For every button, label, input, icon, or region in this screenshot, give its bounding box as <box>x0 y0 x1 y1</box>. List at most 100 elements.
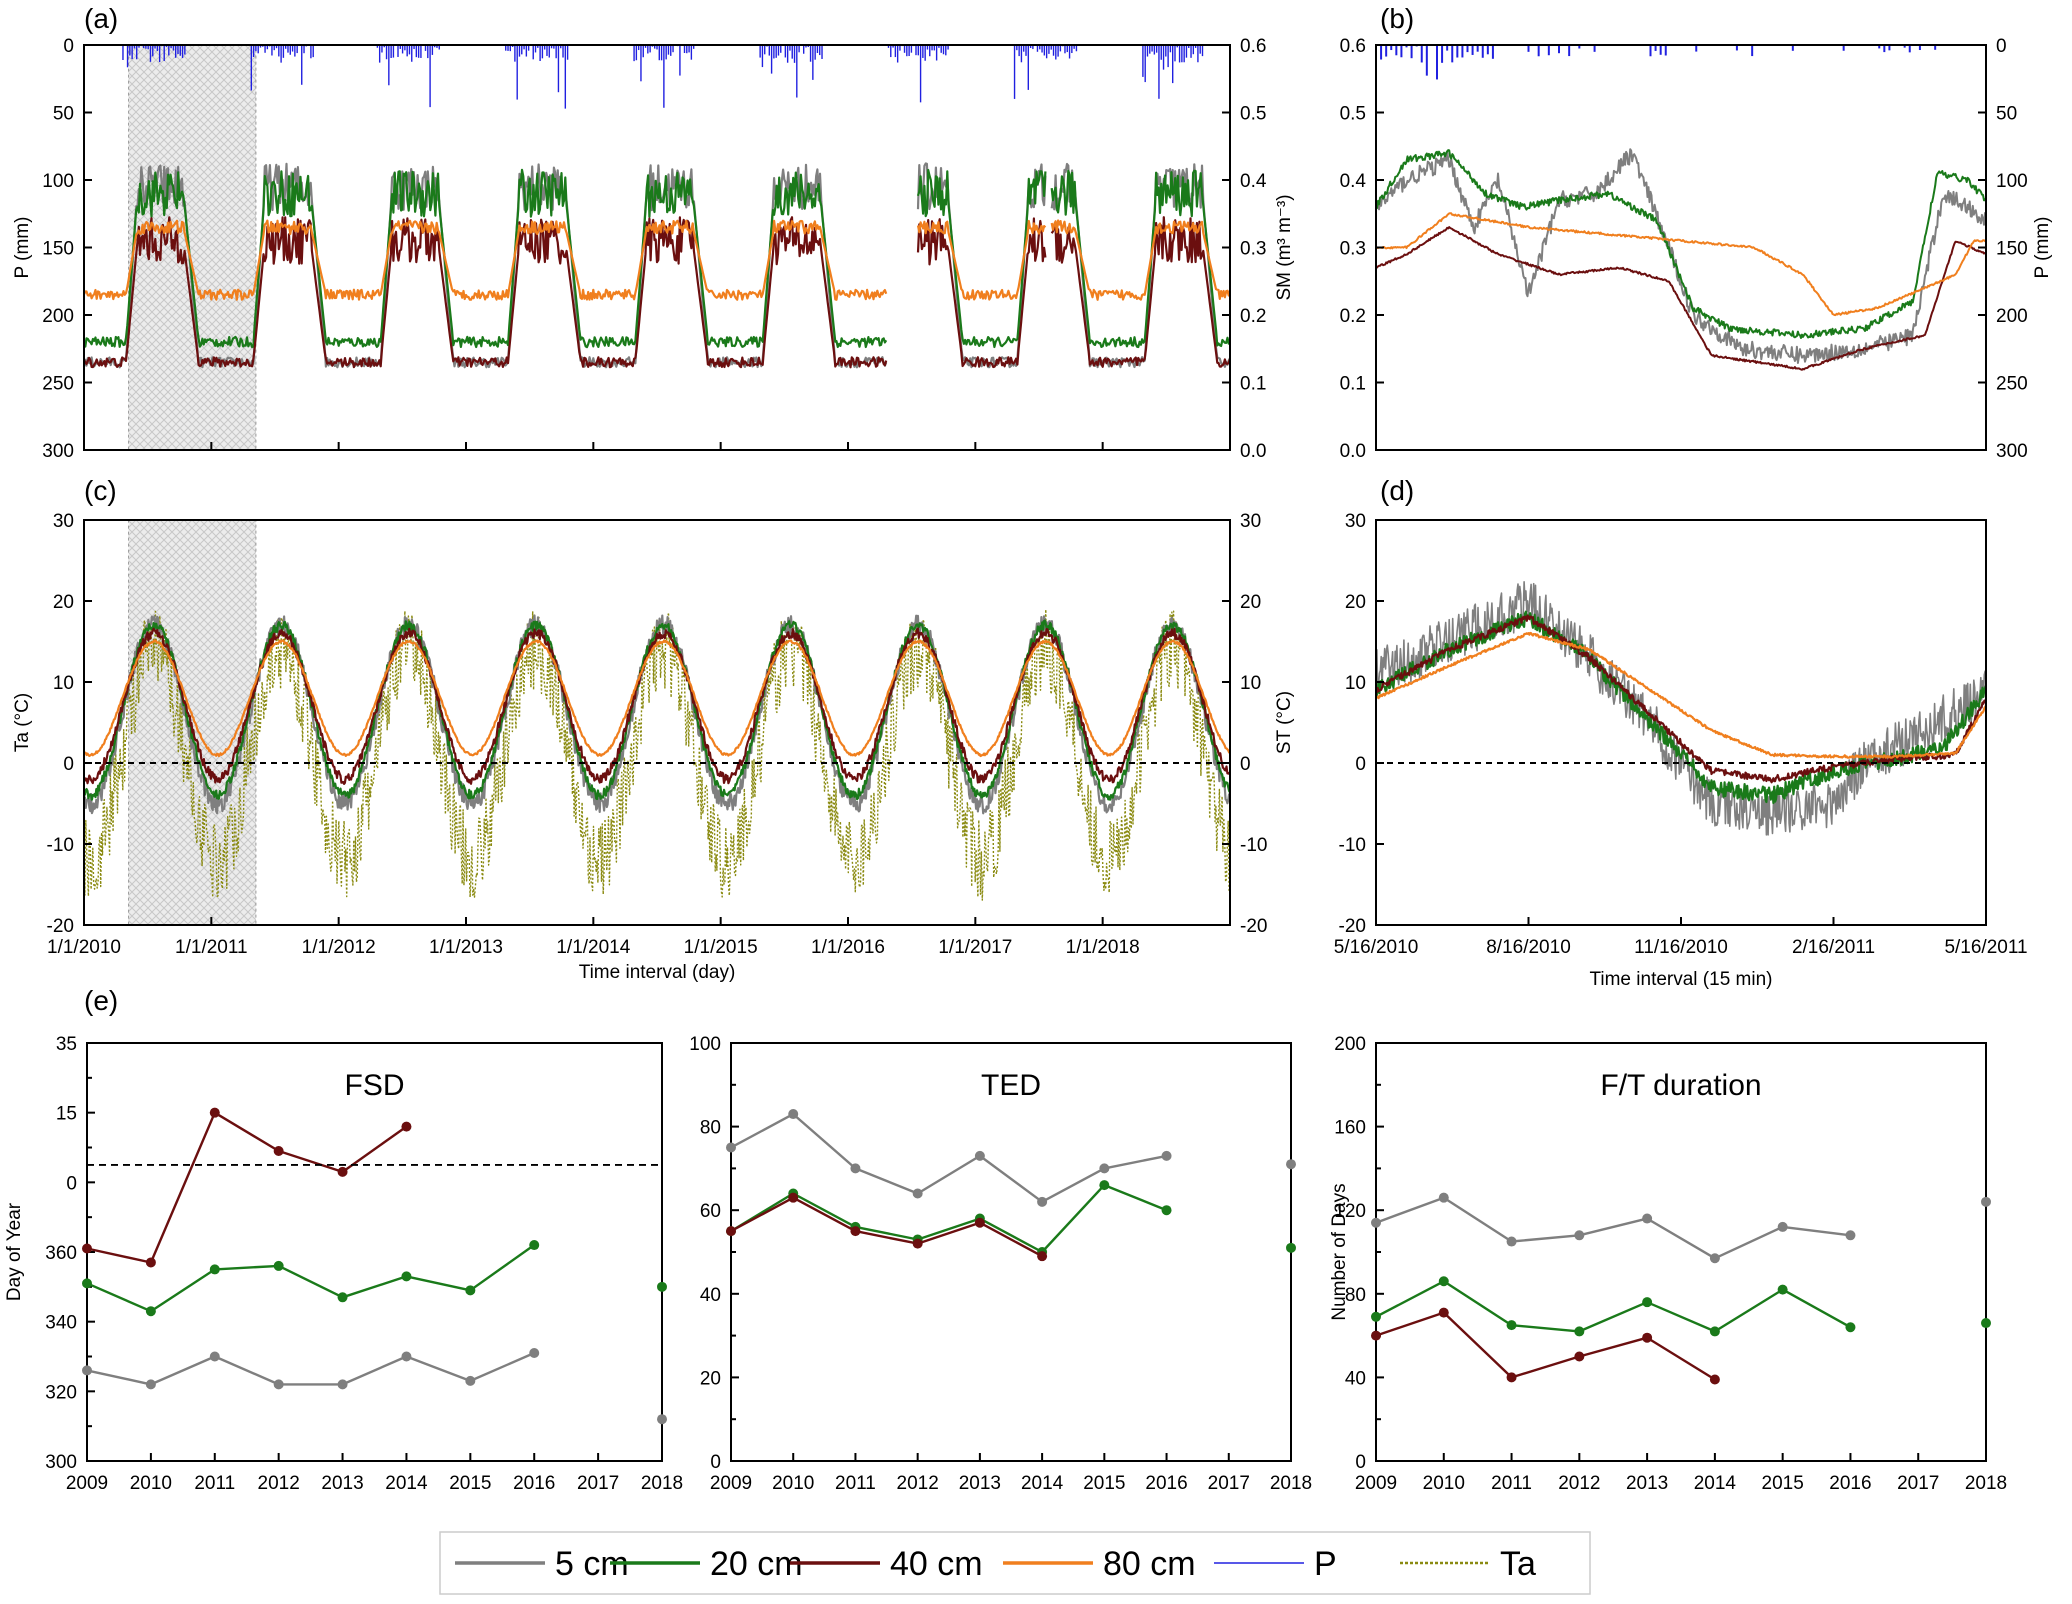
panel-d-yleft-tick-label: 20 <box>1345 592 1366 613</box>
panel-a-yright-tick-label: 0.3 <box>1240 239 1266 260</box>
panel-e3-xtick-label: 2011 <box>1491 1473 1532 1494</box>
panel-d-xtick-label: 5/16/2011 <box>1944 937 2027 958</box>
panel-e3-title: F/T duration <box>1600 1069 1761 1102</box>
panel-e1-xtick-label: 2017 <box>577 1473 619 1494</box>
panel-d-yleft-tick-label: -20 <box>1339 916 1366 937</box>
panel-c-yleft-tick-label: -20 <box>47 916 74 937</box>
panel-e3-ytick-label: 200 <box>1334 1034 1366 1055</box>
panel-a-yleft-tick-label: 50 <box>53 104 74 125</box>
panel-e1-xtick-label: 2015 <box>449 1473 491 1494</box>
panel-e2-xtick-label: 2010 <box>772 1473 814 1494</box>
sm-series-d80 <box>916 219 1047 301</box>
panel-e2-xtick-label: 2013 <box>959 1473 1001 1494</box>
panel-e1-ytick-label: 360 <box>45 1243 77 1264</box>
panel-b-ylabel-right: P (mm) <box>2032 217 2053 279</box>
panel-b-yright-tick-label: 50 <box>1996 104 2017 125</box>
panel-c-yright-tick-label: 30 <box>1240 511 1261 532</box>
panel-c-xtick-label: 1/1/2018 <box>1066 937 1140 958</box>
panel-c-yright-tick-label: 10 <box>1240 673 1261 694</box>
panel-e3-point-d5 <box>1371 1217 1381 1228</box>
panel-c-yright-tick-label: 0 <box>1240 754 1251 775</box>
panel-b-yleft-tick-label: 0.3 <box>1340 239 1366 260</box>
panel-b-yleft-tick-label: 0.1 <box>1340 374 1366 395</box>
panel-d-xtick-label: 8/16/2010 <box>1486 937 1571 958</box>
panel-c-ylabel-left: Ta (°C) <box>12 693 33 752</box>
panel-label-d: (d) <box>1380 475 1414 506</box>
panel-a-yright-tick-label: 0.2 <box>1240 306 1266 327</box>
panel-b-yright-tick-label: 200 <box>1996 306 2028 327</box>
panel-b-yleft-tick-label: 0.2 <box>1340 306 1366 327</box>
panel-e2-ytick-label: 20 <box>700 1368 721 1389</box>
temp-series-Ta <box>83 608 1231 901</box>
sm-series-d40 <box>83 216 888 369</box>
sm-series-d40 <box>1050 216 1232 368</box>
panel-e1-ytick-label: 300 <box>45 1452 77 1473</box>
panel-e2-line-d5 <box>730 1112 1167 1204</box>
temp-series-d80 <box>82 639 1231 758</box>
panel-e3-xtick-label: 2015 <box>1762 1473 1804 1494</box>
panel-c-ylabel-right: ST (°C) <box>1274 691 1295 754</box>
panel-e2-frame <box>730 1042 1292 1462</box>
panel-e2-title: TED <box>981 1069 1041 1102</box>
panel-d-xtick-label: 11/16/2010 <box>1634 937 1728 958</box>
panel-b-yright-tick-label: 250 <box>1996 374 2028 395</box>
panel-e1-ytick-label: 340 <box>45 1313 77 1334</box>
panel-d-yleft-tick-label: 0 <box>1355 754 1366 775</box>
panel-e3-xtick-label: 2013 <box>1626 1473 1668 1494</box>
panel-e1-ytick-label: 35 <box>56 1034 77 1055</box>
sm-series-d40 <box>916 217 1047 369</box>
panel-c-xtick-label: 1/1/2013 <box>429 937 503 958</box>
panel-e1-ylabel: Day of Year <box>4 1202 25 1301</box>
panel-e3-ytick-label: 40 <box>1345 1368 1366 1389</box>
panel-a-yleft-tick-label: 100 <box>42 171 74 192</box>
temp-series-d40 <box>83 627 1231 786</box>
sm15-series-d40 <box>1375 226 1987 371</box>
panel-label-e: (e) <box>84 985 118 1016</box>
panel-e1-frame <box>86 1042 663 1462</box>
legend-label-d80: 80 cm <box>1103 1545 1196 1583</box>
panel-c-xtick-label: 1/1/2011 <box>175 937 248 958</box>
panel-e1-title: FSD <box>345 1069 405 1102</box>
panel-b-yright-tick-label: 0 <box>1996 36 2007 57</box>
panel-label-a: (a) <box>84 3 118 34</box>
panel-c-xtick-label: 1/1/2017 <box>938 937 1012 958</box>
st15-series-d5 <box>1375 580 1987 836</box>
panel-e2-xtick-label: 2014 <box>1021 1473 1064 1494</box>
panel-e2-point-d40 <box>1037 1251 1048 1262</box>
panel-e2-point-d20 <box>1286 1242 1296 1253</box>
panel-d-frame <box>1375 519 1987 926</box>
sm15-series-d80 <box>1375 212 1987 317</box>
legend-label-d20: 20 cm <box>710 1545 803 1583</box>
sm-series-d80 <box>82 219 888 301</box>
panel-e1-point-d5 <box>657 1414 667 1425</box>
panel-e3-frame <box>1375 1042 1987 1462</box>
panel-e2-line-d40 <box>730 1196 1043 1258</box>
panel-e2-xtick-label: 2018 <box>1270 1473 1312 1494</box>
panel-b-yright-tick-label: 150 <box>1996 239 2028 260</box>
panel-label-c: (c) <box>84 475 117 506</box>
panel-e1-ytick-label: 320 <box>45 1382 77 1403</box>
panel-e3-ylabel: Number of Days <box>1329 1183 1350 1320</box>
panel-e2-ytick-label: 0 <box>710 1452 721 1473</box>
panel-c-yleft-tick-label: 0 <box>63 754 74 775</box>
panel-e3-ytick-label: 160 <box>1334 1118 1366 1139</box>
panel-e1-point-d5 <box>529 1348 540 1359</box>
panel-e3-point-d20 <box>1845 1322 1856 1333</box>
legend-label-Ta: Ta <box>1500 1545 1536 1583</box>
sm15-series-d20 <box>1375 149 1987 339</box>
panel-e1-point-d20 <box>657 1281 667 1292</box>
panel-a-yleft-tick-label: 0 <box>63 36 74 57</box>
panel-d-xtick-label: 5/16/2010 <box>1334 937 1419 958</box>
panel-c-yright-tick-label: -20 <box>1240 916 1267 937</box>
panel-c-xtick-label: 1/1/2012 <box>302 937 376 958</box>
panel-e3-ytick-label: 80 <box>1345 1285 1366 1306</box>
panel-e2-ytick-label: 80 <box>700 1118 721 1139</box>
panel-label-b: (b) <box>1380 3 1414 34</box>
panel-e3-line-d40 <box>1375 1311 1716 1381</box>
panel-d-yleft-tick-label: 30 <box>1345 511 1366 532</box>
panel-e1-ytick-label: 15 <box>56 1104 77 1125</box>
panel-b-yright-tick-label: 300 <box>1996 441 2028 462</box>
panel-e3-line-d20 <box>1375 1280 1851 1333</box>
panel-e1-line-d5 <box>86 1351 535 1386</box>
panel-e3-ytick-label: 0 <box>1355 1452 1366 1473</box>
